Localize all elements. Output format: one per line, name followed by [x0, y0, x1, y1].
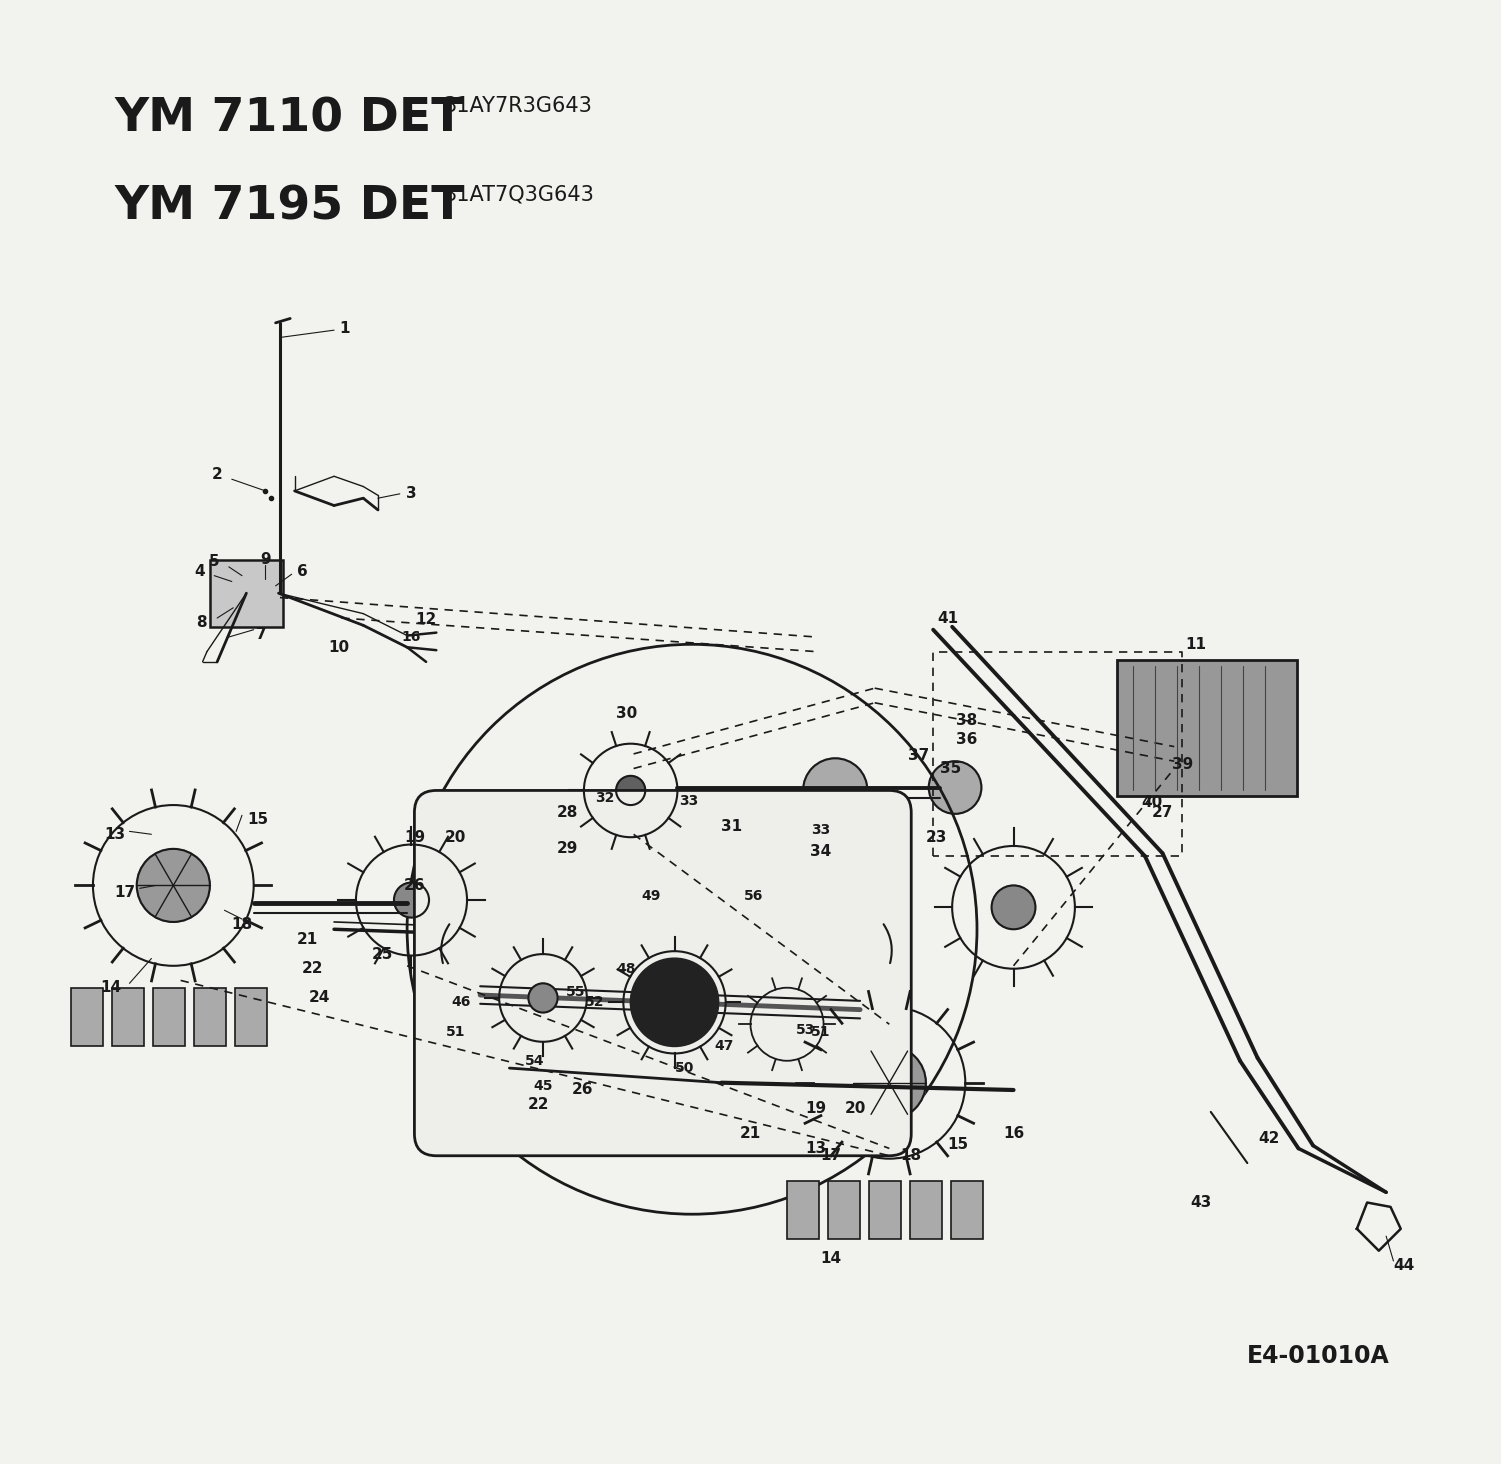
Text: 19: 19 [404, 830, 425, 845]
Text: 24: 24 [309, 991, 330, 1006]
Text: 10: 10 [327, 640, 350, 654]
Text: 49: 49 [641, 889, 660, 903]
Circle shape [615, 776, 645, 805]
Text: 39: 39 [1172, 757, 1193, 772]
Text: 11: 11 [1186, 637, 1207, 651]
Text: 21: 21 [740, 1126, 761, 1142]
Text: 56: 56 [743, 889, 763, 903]
Text: 48: 48 [617, 962, 636, 975]
Text: 22: 22 [528, 1097, 549, 1113]
Circle shape [630, 959, 719, 1047]
Text: 17: 17 [114, 886, 135, 900]
Text: 8: 8 [195, 615, 207, 630]
Bar [950, 1180, 983, 1239]
Circle shape [929, 761, 982, 814]
Text: 20: 20 [444, 830, 465, 845]
Text: 51: 51 [446, 1025, 465, 1038]
Text: 14: 14 [821, 1250, 842, 1265]
Text: E4-01010A: E4-01010A [1247, 1344, 1390, 1367]
Text: 41: 41 [937, 610, 958, 625]
Bar [153, 988, 185, 1047]
Text: 50: 50 [675, 1061, 695, 1075]
Text: 45: 45 [533, 1079, 552, 1092]
Circle shape [393, 883, 429, 918]
Text: 29: 29 [557, 842, 578, 856]
Text: 42: 42 [1258, 1130, 1280, 1146]
Text: 33: 33 [680, 793, 699, 808]
Text: 43: 43 [1190, 1195, 1211, 1211]
Text: 27: 27 [1151, 805, 1174, 820]
Text: 46: 46 [452, 996, 471, 1009]
Circle shape [803, 758, 868, 823]
Bar [194, 988, 227, 1047]
Text: 54: 54 [524, 1054, 543, 1067]
Text: 35: 35 [940, 761, 961, 776]
Text: 36: 36 [956, 732, 977, 747]
Text: 26: 26 [572, 1082, 593, 1098]
Circle shape [137, 849, 210, 922]
Text: YM 7195 DET: YM 7195 DET [116, 184, 464, 228]
Text: 1: 1 [339, 321, 350, 337]
Text: 37: 37 [908, 748, 929, 763]
Text: 25: 25 [372, 947, 393, 962]
Circle shape [528, 984, 557, 1013]
Text: 19: 19 [806, 1101, 827, 1117]
Text: 13: 13 [806, 1140, 827, 1157]
Text: 31: 31 [720, 820, 741, 834]
Text: 2: 2 [212, 467, 222, 482]
Bar [787, 1180, 820, 1239]
Text: 21: 21 [297, 933, 318, 947]
Text: 22: 22 [302, 962, 323, 976]
FancyBboxPatch shape [1117, 660, 1297, 796]
Text: 14: 14 [101, 981, 122, 996]
Text: 53: 53 [797, 1023, 815, 1037]
Text: 26: 26 [404, 878, 425, 893]
FancyBboxPatch shape [414, 791, 911, 1155]
Text: 55: 55 [566, 985, 585, 998]
Text: 6: 6 [297, 564, 308, 578]
Text: 52: 52 [584, 996, 603, 1009]
Text: 17: 17 [821, 1148, 842, 1164]
Circle shape [853, 1047, 926, 1118]
Text: 31AY7R3G643: 31AY7R3G643 [444, 97, 593, 116]
Text: 3: 3 [407, 486, 417, 501]
Bar [113, 988, 144, 1047]
FancyBboxPatch shape [210, 559, 282, 627]
Text: 23: 23 [926, 830, 947, 845]
Text: 5: 5 [209, 553, 219, 568]
Text: 13: 13 [104, 827, 126, 842]
Text: 40: 40 [1142, 795, 1163, 810]
Text: 34: 34 [811, 845, 832, 859]
Text: 16: 16 [402, 630, 422, 644]
Text: 32: 32 [594, 791, 614, 805]
Text: 20: 20 [845, 1101, 866, 1117]
Bar [71, 988, 104, 1047]
Text: 28: 28 [557, 805, 578, 820]
Text: 47: 47 [714, 1039, 734, 1053]
Bar [829, 1180, 860, 1239]
Text: 7: 7 [255, 627, 266, 641]
Text: 4: 4 [194, 564, 206, 578]
Text: 38: 38 [956, 713, 977, 728]
Text: 31AT7Q3G643: 31AT7Q3G643 [444, 184, 594, 203]
Circle shape [992, 886, 1036, 930]
Text: 15: 15 [248, 813, 269, 827]
Text: 30: 30 [615, 706, 636, 720]
Bar [910, 1180, 943, 1239]
Text: 44: 44 [1393, 1258, 1414, 1272]
Text: 15: 15 [947, 1136, 968, 1152]
Bar [234, 988, 267, 1047]
Bar [869, 1180, 901, 1239]
Text: 33: 33 [811, 823, 830, 837]
Text: 18: 18 [231, 918, 252, 933]
Text: 9: 9 [260, 552, 270, 567]
Text: 51: 51 [811, 1025, 830, 1038]
Text: 16: 16 [1003, 1126, 1024, 1142]
Text: 12: 12 [416, 612, 437, 627]
Text: YM 7110 DET: YM 7110 DET [116, 97, 464, 142]
Text: 18: 18 [901, 1148, 922, 1164]
